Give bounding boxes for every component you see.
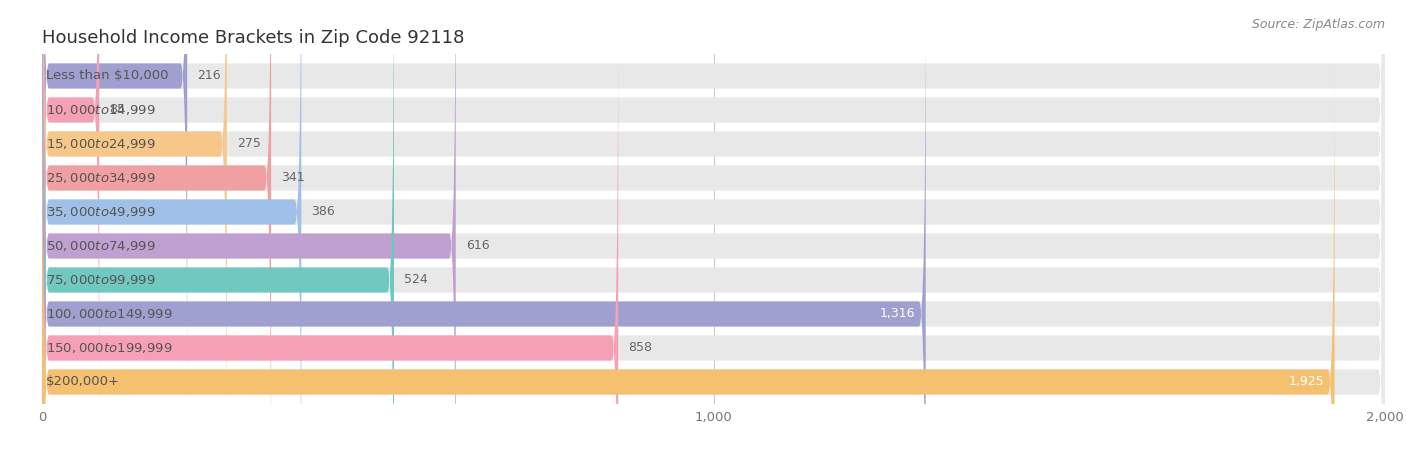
FancyBboxPatch shape [42, 0, 100, 437]
Text: 524: 524 [404, 273, 427, 286]
Text: 386: 386 [311, 206, 335, 219]
FancyBboxPatch shape [42, 0, 1385, 403]
Text: Less than $10,000: Less than $10,000 [45, 70, 169, 83]
FancyBboxPatch shape [42, 0, 301, 449]
FancyBboxPatch shape [42, 0, 226, 449]
Text: $15,000 to $24,999: $15,000 to $24,999 [45, 137, 155, 151]
FancyBboxPatch shape [42, 0, 187, 403]
Text: $75,000 to $99,999: $75,000 to $99,999 [45, 273, 155, 287]
Text: $10,000 to $14,999: $10,000 to $14,999 [45, 103, 155, 117]
Text: $200,000+: $200,000+ [45, 375, 120, 388]
FancyBboxPatch shape [42, 0, 394, 449]
FancyBboxPatch shape [42, 21, 1385, 449]
Text: $50,000 to $74,999: $50,000 to $74,999 [45, 239, 155, 253]
FancyBboxPatch shape [42, 0, 1385, 449]
Text: 341: 341 [281, 172, 305, 185]
Text: $150,000 to $199,999: $150,000 to $199,999 [45, 341, 172, 355]
FancyBboxPatch shape [42, 0, 925, 449]
FancyBboxPatch shape [42, 21, 619, 449]
Text: 275: 275 [236, 137, 260, 150]
FancyBboxPatch shape [42, 0, 1385, 449]
FancyBboxPatch shape [42, 0, 456, 449]
FancyBboxPatch shape [42, 0, 271, 449]
FancyBboxPatch shape [42, 55, 1334, 449]
FancyBboxPatch shape [42, 0, 1385, 449]
Text: 216: 216 [197, 70, 221, 83]
Text: Source: ZipAtlas.com: Source: ZipAtlas.com [1251, 18, 1385, 31]
Text: $100,000 to $149,999: $100,000 to $149,999 [45, 307, 172, 321]
FancyBboxPatch shape [42, 0, 1385, 437]
Text: 85: 85 [110, 103, 125, 116]
FancyBboxPatch shape [42, 0, 1385, 449]
FancyBboxPatch shape [42, 0, 1385, 449]
Text: $25,000 to $34,999: $25,000 to $34,999 [45, 171, 155, 185]
Text: 1,316: 1,316 [880, 308, 915, 321]
FancyBboxPatch shape [42, 0, 1385, 449]
Text: $35,000 to $49,999: $35,000 to $49,999 [45, 205, 155, 219]
Text: 1,925: 1,925 [1289, 375, 1324, 388]
FancyBboxPatch shape [42, 55, 1385, 449]
Text: 616: 616 [465, 239, 489, 252]
Text: Household Income Brackets in Zip Code 92118: Household Income Brackets in Zip Code 92… [42, 29, 464, 47]
Text: 858: 858 [628, 342, 652, 355]
